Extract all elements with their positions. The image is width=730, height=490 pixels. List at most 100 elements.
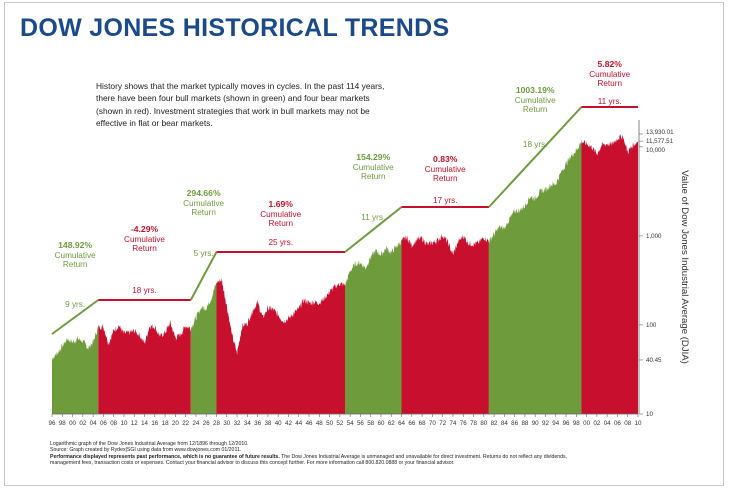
footnote-4: management fees, transaction costs or ex…: [50, 460, 455, 467]
trend-bull-5: [344, 206, 403, 253]
period-years: 18 yrs.: [523, 140, 548, 149]
period-years: 17 yrs.: [433, 196, 458, 205]
period-years: 11 yrs.: [361, 213, 385, 222]
period-return: 0.83%: [433, 154, 458, 164]
x-tick-label: 80: [480, 420, 487, 427]
x-tick-label: 96: [49, 420, 56, 427]
x-tick-label: 66: [408, 420, 415, 427]
period-return: 5.82%: [598, 59, 623, 69]
x-tick-label: 90: [532, 420, 539, 427]
x-tick-label: 12: [131, 420, 138, 427]
x-tick-label: 58: [367, 420, 374, 427]
footnote-3-bold: Performance displayed represents past pe…: [50, 453, 280, 460]
period-caption-1: Cumulative: [353, 163, 394, 172]
period-caption-2: Return: [268, 219, 293, 228]
footnote-2: Source: Graph created by Rydex|SGI using…: [50, 447, 242, 454]
x-tick-label: 02: [79, 420, 86, 427]
footnotes: Logarithmic graph of the Dow Jones Indus…: [50, 441, 710, 467]
x-tick-label: 36: [254, 420, 261, 427]
x-tick-label: 48: [316, 420, 323, 427]
x-tick-label: 92: [542, 420, 549, 427]
x-tick-label: 38: [264, 420, 271, 427]
x-tick-label: 52: [336, 420, 343, 427]
trend-bull-7: [488, 106, 583, 208]
trend-bull-3: [189, 251, 218, 301]
x-tick-label: 06: [614, 420, 621, 427]
x-tick-label: 44: [295, 420, 302, 427]
x-tick-label: 40: [275, 420, 282, 427]
x-tick-label: 86: [511, 420, 518, 427]
x-tick-label: 56: [357, 420, 364, 427]
x-tick-label: 04: [604, 420, 611, 427]
x-tick-label: 84: [501, 420, 508, 427]
x-tick-label: 08: [624, 420, 631, 427]
y-axis-title: Value of Dow Jones Industrial Average (D…: [679, 170, 690, 364]
period-caption-1: Cumulative: [515, 96, 556, 105]
page-title: DOW JONES HISTORICAL TRENDS: [20, 14, 450, 42]
x-tick-label: 26: [203, 420, 210, 427]
area-bull-3: [190, 282, 217, 414]
x-tick-label: 06: [100, 420, 107, 427]
x-tick-label: 94: [552, 420, 559, 427]
period-caption-2: Return: [523, 105, 548, 114]
period-caption-2: Return: [191, 208, 216, 217]
x-tick-label: 00: [583, 420, 590, 427]
x-tick-label: 08: [110, 420, 117, 427]
x-tick-label: 54: [347, 420, 354, 427]
x-tick-label: 78: [470, 420, 477, 427]
period-return: -4.29%: [131, 224, 159, 234]
dow-area: [52, 134, 638, 414]
x-tick-label: 34: [244, 420, 251, 427]
y-tick-label: 13,930.01: [646, 129, 674, 136]
x-tick-label: 24: [192, 420, 199, 427]
x-tick-label: 20: [172, 420, 179, 427]
x-tick-label: 50: [326, 420, 333, 427]
period-caption-1: Cumulative: [589, 70, 630, 79]
y-tick-label: 10,000: [646, 147, 665, 154]
x-tick-label: 14: [141, 420, 148, 427]
period-years: 11 yrs.: [598, 97, 622, 106]
trend-bull-1: [51, 299, 99, 335]
x-tick-label: 70: [429, 420, 436, 427]
period-years: 9 yrs.: [65, 300, 85, 309]
period-caption-1: Cumulative: [260, 210, 301, 219]
period-caption-1: Cumulative: [183, 199, 224, 208]
footnote-1: Logarithmic graph of the Dow Jones Indus…: [50, 441, 249, 447]
x-tick-label: 42: [285, 420, 292, 427]
x-tick-label: 68: [419, 420, 426, 427]
area-bear-2: [98, 319, 191, 414]
y-tick-label: 11,577.51: [646, 138, 674, 145]
period-return: 1.69%: [269, 199, 294, 209]
x-tick-label: 32: [234, 420, 241, 427]
period-return: 294.66%: [187, 188, 221, 198]
x-tick-label: 46: [306, 420, 313, 427]
period-return: 154.29%: [356, 152, 390, 162]
x-tick-label: 88: [521, 420, 528, 427]
x-tick-label: 60: [378, 420, 385, 427]
period-caption-1: Cumulative: [55, 251, 96, 260]
x-tick-label: 10: [121, 420, 128, 427]
area-bull-1: [52, 325, 99, 414]
period-caption-2: Return: [433, 174, 458, 183]
period-return: 1003.19%: [516, 85, 555, 95]
x-tick-label: 96: [563, 420, 570, 427]
x-tick-label: 10: [635, 420, 642, 427]
trend-lines: [51, 106, 638, 335]
area-bear-8: [581, 134, 638, 414]
x-tick-label: 98: [573, 420, 580, 427]
x-tick-label: 04: [90, 420, 97, 427]
x-tick-label: 22: [182, 420, 189, 427]
intro-text: History shows that the market typically …: [96, 81, 385, 129]
area-bear-4: [216, 278, 345, 414]
footnote-3: Performance displayed represents past pe…: [50, 454, 710, 460]
y-tick-label: 10: [646, 411, 653, 418]
area-bear-6: [401, 233, 489, 414]
x-tick-label: 64: [398, 420, 405, 427]
x-tick-label: 30: [223, 420, 230, 427]
y-tick-label: 40.45: [646, 357, 662, 364]
